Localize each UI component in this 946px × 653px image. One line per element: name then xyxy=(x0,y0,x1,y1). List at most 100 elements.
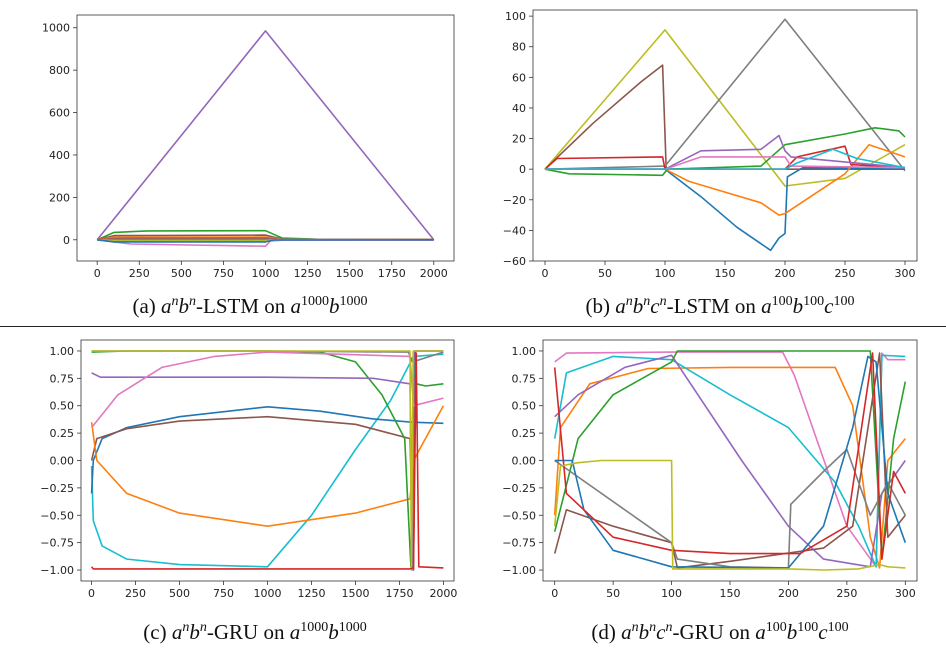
series-line-c-0 xyxy=(90,353,444,568)
y-tick-label-b-3: 0 xyxy=(519,163,526,176)
x-tick-label-d-4: 200 xyxy=(778,587,799,600)
chart-b: 0 50 100 150 200 250 300 −60 −40 −20 0 20 40 60 80 100 xyxy=(503,9,918,280)
y-tick-label-a-1: 200 xyxy=(49,191,70,204)
y-tick-label-a-2: 400 xyxy=(49,149,70,162)
caption-a: (a) anbn-LSTM on a1000b1000 xyxy=(132,294,368,318)
y-tick-label-c-3: −0.25 xyxy=(40,482,74,495)
y-tick-label-c-4: 0.00 xyxy=(50,455,75,468)
caption-d-suffix: -GRU on xyxy=(672,620,751,644)
y-tick-label-b-5: 40 xyxy=(512,102,526,115)
x-tick-label-c-4: 1000 xyxy=(254,587,282,600)
y-tick-label-a-5: 1000 xyxy=(42,22,70,35)
y-tick-label-d-1: −0.75 xyxy=(502,537,536,550)
caption-c: (c) anbn-GRU on a1000b1000 xyxy=(143,620,367,644)
caption-d: (d) anbncn-GRU on a100b100c100 xyxy=(591,620,849,644)
panel-divider xyxy=(0,326,946,327)
y-tick-label-b-1: −40 xyxy=(503,224,526,237)
y-tick-label-c-8: 1.00 xyxy=(50,345,75,358)
series-line-a-0 xyxy=(96,30,435,241)
series-line-a-9 xyxy=(97,239,434,243)
x-tick-label-d-6: 300 xyxy=(895,587,916,600)
x-tick-label-c-2: 500 xyxy=(169,587,190,600)
series-line-d-0 xyxy=(554,351,906,568)
series-line-b-1 xyxy=(544,64,905,170)
chart-a: 0 250 500 750 1000 1250 1500 1750 2000 0 200 400 600… xyxy=(42,14,455,280)
y-tick-label-d-4: 0.00 xyxy=(512,455,537,468)
y-tick-label-c-6: 0.50 xyxy=(50,400,75,413)
series-line-c-1 xyxy=(90,406,444,494)
x-tick-label-c-0: 0 xyxy=(88,587,95,600)
chart-c: 0 250 500 750 1000 1250 1500 1750 2000 −1.00 −0.75… xyxy=(40,339,457,600)
y-tick-label-d-0: −1.00 xyxy=(502,564,536,577)
series-line-b-2 xyxy=(544,18,906,172)
y-tick-label-d-8: 1.00 xyxy=(512,345,537,358)
x-tick-label-c-7: 1750 xyxy=(385,587,413,600)
caption-a-label: (a) xyxy=(132,294,156,318)
x-tick-label-b-4: 200 xyxy=(775,267,796,280)
y-tick-label-c-0: −1.00 xyxy=(40,564,74,577)
series-line-d-9 xyxy=(553,459,906,571)
y-tick-label-c-5: 0.25 xyxy=(50,427,75,440)
x-tick-label-a-4: 1000 xyxy=(252,267,280,280)
y-tick-label-b-7: 80 xyxy=(512,41,526,54)
x-tick-label-d-3: 150 xyxy=(720,587,741,600)
y-tick-label-b-2: −20 xyxy=(503,194,526,207)
x-tick-label-c-5: 1250 xyxy=(297,587,325,600)
y-tick-label-a-3: 600 xyxy=(49,107,70,120)
caption-a-suffix: -LSTM on xyxy=(196,294,286,318)
series-line-b-9 xyxy=(545,148,906,170)
x-tick-label-b-5: 250 xyxy=(835,267,856,280)
caption-b-label: (b) xyxy=(585,294,611,318)
series-line-d-8 xyxy=(553,352,907,560)
chart-d: 0 50 100 150 200 250 300 −1.00 −0.75 −0.50 −0.25 0.… xyxy=(502,339,918,600)
plot-frame-c xyxy=(80,339,455,582)
chart-panel-a: 0 250 500 750 1000 1250 1500 1750 2000 0 200 400 600… xyxy=(0,0,460,290)
x-tick-label-b-6: 300 xyxy=(895,267,916,280)
y-tick-label-d-6: 0.50 xyxy=(512,400,537,413)
y-tick-label-c-7: 0.75 xyxy=(50,372,75,385)
series-line-b-3 xyxy=(545,166,906,252)
series-line-d-4 xyxy=(553,350,907,560)
y-tick-label-a-0: 0 xyxy=(63,234,70,247)
plot-frame-a xyxy=(76,14,455,262)
series-line-d-5 xyxy=(553,352,906,569)
caption-b: (b) anbncn-LSTM on a100b100c100 xyxy=(585,294,855,318)
x-tick-label-c-8: 2000 xyxy=(429,587,457,600)
x-tick-label-a-8: 2000 xyxy=(420,267,448,280)
chart-panel-d: 0 50 100 150 200 250 300 −1.00 −0.75 −0.50 −0.25 0.… xyxy=(480,330,946,615)
y-tick-label-d-7: 0.75 xyxy=(512,372,537,385)
x-tick-label-a-1: 250 xyxy=(129,267,150,280)
x-tick-label-b-2: 100 xyxy=(655,267,676,280)
x-tick-label-a-2: 500 xyxy=(171,267,192,280)
y-tick-label-b-8: 100 xyxy=(505,10,526,23)
x-tick-label-a-3: 750 xyxy=(213,267,234,280)
series-line-b-5 xyxy=(544,127,906,177)
caption-d-label: (d) xyxy=(591,620,616,644)
y-tick-label-a-4: 800 xyxy=(49,64,70,77)
series-line-c-5 xyxy=(91,350,444,571)
series-line-c-9 xyxy=(90,352,444,570)
series-line-d-7 xyxy=(554,355,907,569)
y-tick-label-b-0: −60 xyxy=(503,255,526,268)
series-line-c-2 xyxy=(90,350,444,571)
x-tick-label-a-6: 1500 xyxy=(336,267,364,280)
series-line-b-7 xyxy=(545,134,906,170)
x-tick-label-c-6: 1500 xyxy=(341,587,369,600)
series-line-c-8 xyxy=(91,350,444,571)
series-line-d-1 xyxy=(553,366,906,569)
x-tick-label-b-0: 0 xyxy=(542,267,549,280)
x-tick-label-d-1: 50 xyxy=(606,587,620,600)
y-tick-label-d-5: 0.25 xyxy=(512,427,537,440)
x-tick-label-d-5: 250 xyxy=(836,587,857,600)
y-tick-label-c-2: −0.50 xyxy=(40,509,74,522)
y-tick-label-b-4: 20 xyxy=(512,133,526,146)
x-tick-label-a-7: 1750 xyxy=(378,267,406,280)
series-line-d-3 xyxy=(554,354,906,568)
x-tick-label-a-0: 0 xyxy=(94,267,101,280)
x-tick-label-d-0: 0 xyxy=(551,587,558,600)
x-tick-label-b-3: 150 xyxy=(715,267,736,280)
y-tick-label-b-6: 60 xyxy=(512,71,526,84)
y-tick-label-d-2: −0.50 xyxy=(502,509,536,522)
x-tick-label-b-1: 50 xyxy=(598,267,612,280)
chart-panel-b: 0 50 100 150 200 250 300 −60 −40 −20 0 20 40 60 80 100 xyxy=(480,0,946,290)
